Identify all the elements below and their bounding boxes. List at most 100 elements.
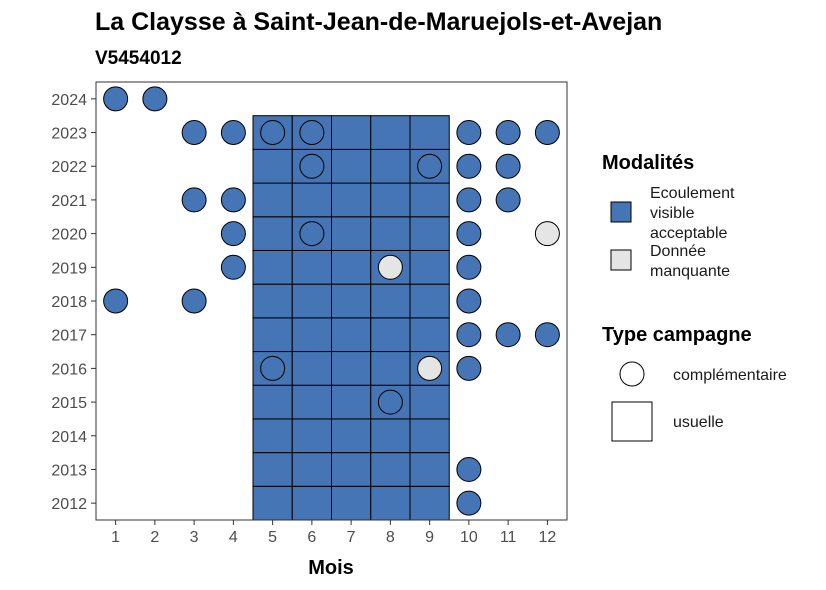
complementaire-point-2021-11 <box>495 187 521 213</box>
usuelle-cell-2014-9 <box>409 418 450 454</box>
y-tick-label-2015: 2015 <box>51 395 87 412</box>
x-tick-label-6: 6 <box>307 529 316 546</box>
legend-key-usuelle <box>611 401 653 442</box>
complementaire-point-2017-10 <box>456 322 482 348</box>
x-tick-label-5: 5 <box>268 529 277 546</box>
complementaire-point-2023-6 <box>299 120 325 146</box>
usuelle-cell-2016-7 <box>331 351 372 386</box>
complementaire-points <box>103 86 560 516</box>
chart-title: La Claysse à Saint-Jean-de-Maruejols-et-… <box>95 8 662 36</box>
usuelle-cell-2019-9 <box>409 249 450 285</box>
usuelle-cell-2013-9 <box>409 452 450 487</box>
usuelle-cell-2014-7 <box>331 418 372 454</box>
usuelle-cell-2016-6 <box>291 351 332 386</box>
complementaire-point-2016-10 <box>456 355 482 381</box>
complementaire-point-2024-2 <box>142 86 168 112</box>
usuelle-cell-2020-7 <box>331 216 372 251</box>
complementaire-point-2021-3 <box>181 187 207 213</box>
x-tick-label-11: 11 <box>500 529 517 546</box>
y-tick-label-2023: 2023 <box>51 126 87 143</box>
usuelle-cell-2012-8 <box>370 485 411 521</box>
usuelle-cell-2015-5 <box>252 384 293 420</box>
complementaire-point-2021-10 <box>456 187 482 213</box>
usuelle-cell-2013-6 <box>291 452 332 487</box>
complementaire-point-2023-12 <box>534 120 560 146</box>
usuelle-cell-2022-5 <box>252 148 293 184</box>
complementaire-point-2022-9 <box>417 153 443 179</box>
usuelle-cell-2021-9 <box>409 182 450 218</box>
usuelle-cell-2017-7 <box>331 317 372 353</box>
y-tick-label-2018: 2018 <box>51 294 87 311</box>
usuelle-cell-2021-5 <box>252 182 293 218</box>
y-tick-label-2014: 2014 <box>51 429 87 446</box>
complementaire-point-2023-10 <box>456 120 482 146</box>
x-tick-label-8: 8 <box>386 529 395 546</box>
complementaire-point-2017-12 <box>534 322 560 348</box>
complementaire-point-2022-10 <box>456 153 482 179</box>
complementaire-point-2015-8 <box>377 389 403 415</box>
usuelle-cell-2020-8 <box>370 216 411 251</box>
y-tick-label-2021: 2021 <box>51 193 87 210</box>
y-tick-label-2013: 2013 <box>51 462 87 479</box>
usuelle-cells <box>252 115 450 521</box>
complementaire-point-2022-11 <box>495 153 521 179</box>
y-tick-label-2017: 2017 <box>51 328 87 345</box>
usuelle-cell-2019-7 <box>331 249 372 285</box>
complementaire-point-2023-3 <box>181 120 207 146</box>
complementaire-point-2024-1 <box>103 86 129 112</box>
usuelle-cell-2022-8 <box>370 148 411 184</box>
x-tick-label-7: 7 <box>347 529 356 546</box>
y-tick-label-2022: 2022 <box>51 159 87 176</box>
x-tick-label-1: 1 <box>111 529 120 546</box>
complementaire-point-2016-9 <box>417 355 443 381</box>
usuelle-cell-2017-9 <box>409 317 450 353</box>
usuelle-cell-2015-9 <box>409 384 450 420</box>
usuelle-cell-2018-5 <box>252 283 293 319</box>
legend-modalites-title: Modalités <box>602 152 694 174</box>
complementaire-point-2023-5 <box>260 120 286 146</box>
legend-key-donnee-manquante <box>610 249 632 271</box>
usuelle-cell-2012-6 <box>291 485 332 521</box>
x-tick-label-10: 10 <box>460 529 478 546</box>
usuelle-cell-2012-7 <box>331 485 372 521</box>
chart-subtitle: V5454012 <box>95 48 182 69</box>
usuelle-cell-2016-8 <box>370 351 411 386</box>
usuelle-cell-2018-7 <box>331 283 372 319</box>
complementaire-point-2019-10 <box>456 254 482 280</box>
complementaire-point-2019-4 <box>220 254 246 280</box>
complementaire-point-2020-10 <box>456 221 482 247</box>
complementaire-point-2019-8 <box>377 254 403 280</box>
complementaire-point-2018-10 <box>456 288 482 314</box>
usuelle-cell-2012-9 <box>409 485 450 521</box>
y-tick-label-2012: 2012 <box>51 496 87 513</box>
complementaire-point-2020-4 <box>220 221 246 247</box>
usuelle-cell-2023-8 <box>370 115 411 150</box>
complementaire-point-2020-12 <box>534 221 560 247</box>
complementaire-point-2012-10 <box>456 490 482 516</box>
complementaire-point-2021-4 <box>220 187 246 213</box>
legend-type-title: Type campagne <box>602 324 752 346</box>
complementaire-point-2017-11 <box>495 322 521 348</box>
usuelle-cell-2014-6 <box>291 418 332 454</box>
y-tick-label-2016: 2016 <box>51 361 87 378</box>
legend-key-complementaire <box>619 361 645 387</box>
complementaire-point-2023-11 <box>495 120 521 146</box>
usuelle-cell-2021-8 <box>370 182 411 218</box>
y-axis: 2012 2013 2014 2015 2016 2017 2018 2019 2020 2021… <box>51 92 96 513</box>
usuelle-cell-2012-5 <box>252 485 293 521</box>
legend-label-complementaire: complémentaire <box>673 367 787 384</box>
usuelle-cell-2014-8 <box>370 418 411 454</box>
x-tick-label-12: 12 <box>538 529 556 546</box>
legend-label-donnee-manquante: Donnée manquante <box>650 243 730 280</box>
x-axis: 1 2 3 4 5 6 7 8 9 10 11 12 <box>111 520 556 546</box>
complementaire-point-2018-3 <box>181 288 207 314</box>
y-tick-label-2024: 2024 <box>51 92 87 109</box>
usuelle-cell-2020-9 <box>409 216 450 251</box>
legend-label-usuelle: usuelle <box>673 414 724 431</box>
usuelle-cell-2018-6 <box>291 283 332 319</box>
usuelle-cell-2013-7 <box>331 452 372 487</box>
y-tick-label-2019: 2019 <box>51 260 87 277</box>
complementaire-point-2018-1 <box>103 288 129 314</box>
usuelle-cell-2020-5 <box>252 216 293 251</box>
